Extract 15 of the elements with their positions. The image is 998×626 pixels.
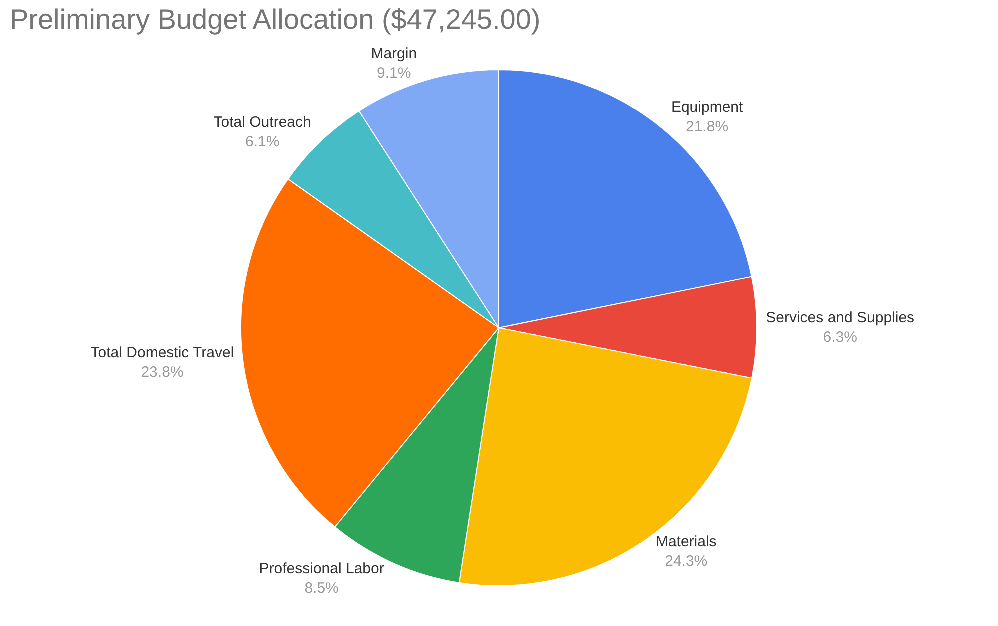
data-label: 6.1% <box>245 133 280 150</box>
slice-label: Margin <box>371 45 418 62</box>
data-label: 23.8% <box>141 364 184 381</box>
slice-label: Services and Supplies <box>766 309 915 326</box>
slice-label: Professional Labor <box>259 560 384 578</box>
slice-label: Equipment <box>671 99 744 116</box>
slice-label: Total Domestic Travel <box>90 344 234 362</box>
data-label: 6.3% <box>823 328 858 346</box>
data-label: 21.8% <box>686 118 729 136</box>
chart-title: Preliminary Budget Allocation ($47,245.00) <box>10 4 541 35</box>
data-label: 24.3% <box>665 552 708 570</box>
data-label: 9.1% <box>377 64 412 82</box>
slice-label: Materials <box>656 533 717 550</box>
slice-label: Total Outreach <box>214 114 312 131</box>
data-label: 8.5% <box>304 580 339 597</box>
